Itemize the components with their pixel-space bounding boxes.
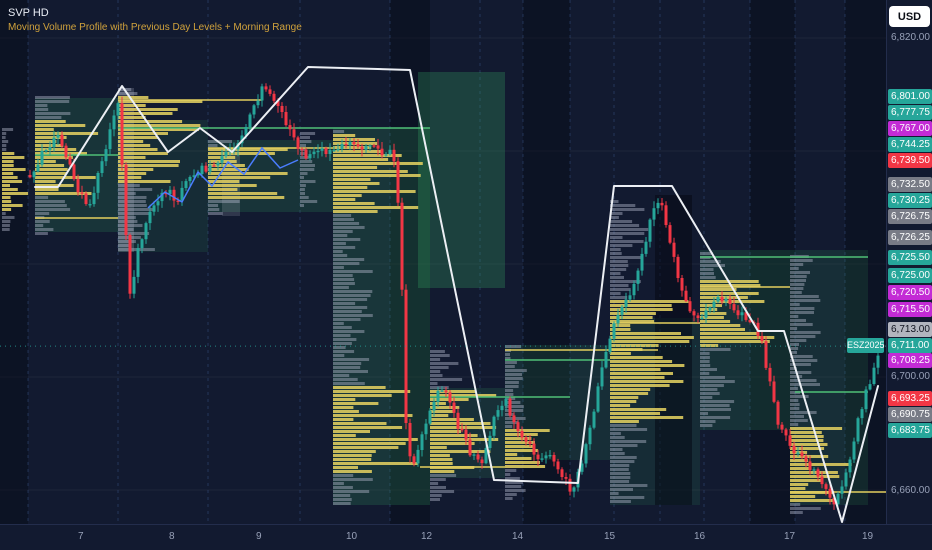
time-axis-label: 10 bbox=[346, 531, 358, 542]
price-axis[interactable]: USD 6,820.00 6,700.00 6,660.00 6,801.00 6,77… bbox=[886, 0, 932, 524]
indicator-legend[interactable]: SVP HD Moving Volume Profile with Previo… bbox=[8, 6, 302, 35]
time-axis-label: 7 bbox=[78, 531, 84, 542]
price-level-label: 6,725.50 bbox=[888, 250, 932, 265]
price-level-label: 6,690.75 bbox=[888, 407, 932, 422]
time-axis-label: 8 bbox=[169, 531, 175, 542]
price-level-label: 6,715.50 bbox=[888, 302, 932, 317]
symbol-price-badge: ESZ2025 bbox=[847, 338, 885, 353]
price-level-label: 6,767.00 bbox=[888, 121, 932, 136]
indicator-title[interactable]: SVP HD bbox=[8, 7, 49, 19]
price-level-label: 6,713.00 bbox=[888, 322, 932, 337]
chart-canvas[interactable] bbox=[0, 0, 886, 524]
indicator-subtitle[interactable]: Moving Volume Profile with Previous Day … bbox=[8, 22, 302, 33]
price-level-label: 6,693.25 bbox=[888, 391, 932, 406]
price-level-label: 6,730.25 bbox=[888, 193, 932, 208]
price-level-label: 6,725.00 bbox=[888, 268, 932, 283]
price-level-label: 6,739.50 bbox=[888, 153, 932, 168]
time-axis-label: 9 bbox=[256, 531, 262, 542]
time-axis-label: 12 bbox=[421, 531, 433, 542]
price-level-label: 6,711.00 bbox=[888, 338, 932, 353]
price-level-label: 6,683.75 bbox=[888, 423, 932, 438]
price-level-label: 6,708.25 bbox=[888, 353, 932, 368]
price-level-label: 6,720.50 bbox=[888, 285, 932, 300]
currency-button[interactable]: USD bbox=[889, 6, 930, 27]
time-axis-label: 17 bbox=[784, 531, 796, 542]
price-level-label: 6,801.00 bbox=[888, 89, 932, 104]
price-level-label: 6,726.75 bbox=[888, 209, 932, 224]
price-level-label: 6,777.75 bbox=[888, 105, 932, 120]
price-axis-label: 6,660.00 bbox=[891, 485, 930, 496]
time-axis[interactable]: 7 8 9 10 12 14 15 16 17 19 bbox=[0, 524, 932, 550]
price-axis-label: 6,700.00 bbox=[891, 371, 930, 382]
price-level-label: 6,726.25 bbox=[888, 230, 932, 245]
price-level-label: 6,744.25 bbox=[888, 137, 932, 152]
time-axis-label: 14 bbox=[512, 531, 524, 542]
time-axis-label: 15 bbox=[604, 531, 616, 542]
time-axis-label: 19 bbox=[862, 531, 874, 542]
time-axis-label: 16 bbox=[694, 531, 706, 542]
price-level-label: 6,732.50 bbox=[888, 177, 932, 192]
price-axis-label: 6,820.00 bbox=[891, 32, 930, 43]
